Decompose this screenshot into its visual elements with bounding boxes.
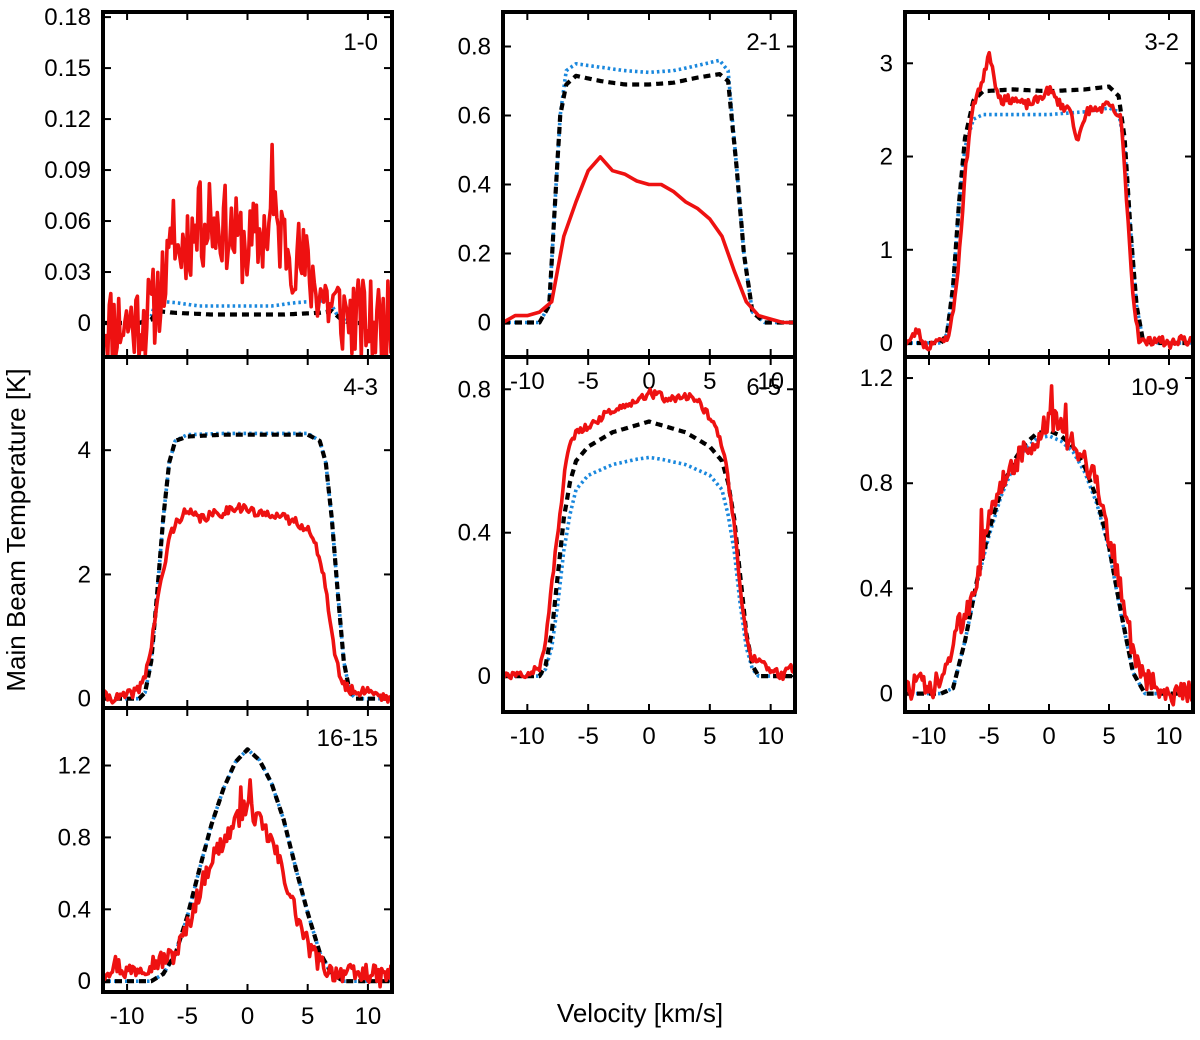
panel-4-3: 0 2 4 4-3 bbox=[78, 355, 394, 713]
y-axis-title: Main Beam Temperature [K] bbox=[1, 368, 31, 691]
x-tick-label-6-5-3: 5 bbox=[703, 723, 716, 750]
series-model-b-4-3 bbox=[103, 432, 392, 701]
x-tick-label-16-15-4: 10 bbox=[355, 1003, 382, 1030]
frame-6-5 bbox=[501, 355, 797, 714]
y-tick-label-1-0-6: 0.18 bbox=[44, 4, 91, 31]
y-tick-label-1-0-0: 0 bbox=[78, 310, 91, 337]
series-observed-16-15 bbox=[103, 778, 392, 989]
panel-label-10-9: 10-9 bbox=[1131, 374, 1179, 401]
x-tick-label-10-9-3: 5 bbox=[1102, 723, 1115, 750]
panel-10-9: 0 0.4 0.8 1.2 -10 -5 0 5 10 10-9 bbox=[860, 355, 1195, 750]
series-model-b-1-0 bbox=[103, 309, 392, 326]
y-tick-label-3-2-2: 2 bbox=[880, 144, 893, 171]
y-tick-label-6-5-0: 0 bbox=[478, 663, 491, 690]
frame-3-2 bbox=[903, 10, 1195, 359]
y-tick-label-6-5-2: 0.8 bbox=[458, 376, 491, 403]
y-tick-label-6-5-1: 0.4 bbox=[458, 520, 491, 547]
x-tick-label-6-5-2: 0 bbox=[642, 723, 655, 750]
x-axis-title: Velocity [km/s] bbox=[557, 998, 723, 1028]
series-observed-6-5 bbox=[503, 387, 795, 682]
y-tick-label-3-2-0: 0 bbox=[880, 330, 893, 357]
x-tick-label-10-9-2: 0 bbox=[1042, 723, 1055, 750]
y-tick-label-1-0-1: 0.03 bbox=[44, 259, 91, 286]
panel-label-3-2: 3-2 bbox=[1144, 29, 1179, 56]
series-observed-1-0 bbox=[103, 142, 392, 357]
y-tick-label-4-3-1: 2 bbox=[78, 561, 91, 588]
y-tick-label-10-9-1: 0.4 bbox=[860, 575, 893, 602]
panel-label-16-15: 16-15 bbox=[317, 725, 378, 752]
panel-3-2: 0 1 2 3 3-2 bbox=[880, 10, 1195, 359]
y-tick-label-2-1-4: 0.8 bbox=[458, 34, 491, 61]
series-observed-10-9 bbox=[905, 384, 1193, 707]
y-tick-label-3-2-1: 1 bbox=[880, 237, 893, 264]
x-tick-label-10-9-0: -10 bbox=[912, 723, 947, 750]
panel-label-2-1: 2-1 bbox=[746, 29, 781, 56]
x-tick-label-2-1-1: -5 bbox=[577, 368, 598, 395]
x-tick-label-6-5-0: -10 bbox=[510, 723, 545, 750]
x-tick-label-16-15-0: -10 bbox=[110, 1003, 145, 1030]
y-tick-label-1-0-3: 0.09 bbox=[44, 157, 91, 184]
series-model-b-16-15 bbox=[103, 747, 392, 984]
panel-1-0: 0 0.03 0.06 0.09 0.12 0.15 0.18 1-0 bbox=[44, 4, 394, 359]
frame-10-9 bbox=[903, 355, 1195, 714]
frame-4-3 bbox=[101, 355, 394, 710]
panel-6-5: 00.40.8-10 -5 0 5 106-5 bbox=[458, 355, 797, 750]
y-tick-label-3-2-3: 3 bbox=[880, 50, 893, 77]
series-model-a-6-5 bbox=[503, 455, 795, 678]
series-model-a-10-9 bbox=[905, 434, 1193, 696]
y-tick-label-10-9-0: 0 bbox=[880, 681, 893, 708]
y-tick-label-2-1-2: 0.4 bbox=[458, 172, 491, 199]
x-tick-label-16-15-1: -5 bbox=[177, 1003, 198, 1030]
x-tick-label-2-1-0: -10 bbox=[510, 368, 545, 395]
series-model-b-2-1 bbox=[503, 72, 795, 325]
y-tick-label-2-1-3: 0.6 bbox=[458, 103, 491, 130]
y-tick-label-1-0-2: 0.06 bbox=[44, 208, 91, 235]
x-tick-label-16-15-3: 5 bbox=[301, 1003, 314, 1030]
panel-2-1: 0 0.2 0.4 0.6 0.8 -10 -5 0 5 10 2-1 bbox=[458, 10, 797, 395]
x-tick-label-10-9-4: 10 bbox=[1156, 723, 1183, 750]
panel-label-6-5: 6-5 bbox=[746, 374, 781, 401]
series-observed-4-3 bbox=[103, 502, 392, 705]
y-tick-label-4-3-2: 4 bbox=[78, 437, 91, 464]
y-tick-label-10-9-3: 1.2 bbox=[860, 365, 893, 392]
series-model-b-3-2 bbox=[905, 84, 1193, 346]
panel-16-15: 0 0.4 0.8 1.2 -10 -5 0 5 10 16-15 bbox=[58, 706, 394, 1030]
x-tick-label-6-5-4: 10 bbox=[757, 723, 784, 750]
y-tick-label-16-15-3: 1.2 bbox=[58, 753, 91, 780]
x-tick-label-10-9-1: -5 bbox=[978, 723, 999, 750]
series-model-a-2-1 bbox=[503, 58, 795, 325]
series-observed-3-2 bbox=[905, 50, 1193, 352]
panel-label-1-0: 1-0 bbox=[343, 29, 378, 56]
x-tick-label-2-1-4: 10 bbox=[757, 368, 784, 395]
series-model-a-3-2 bbox=[905, 106, 1193, 345]
x-tick-label-2-1-2: 0 bbox=[642, 368, 655, 395]
series-model-a-4-3 bbox=[103, 431, 392, 701]
x-tick-label-16-15-2: 0 bbox=[241, 1003, 254, 1030]
y-tick-label-1-0-5: 0.15 bbox=[44, 55, 91, 82]
series-observed-2-1 bbox=[503, 155, 795, 325]
y-tick-label-2-1-1: 0.2 bbox=[458, 241, 491, 268]
x-tick-label-2-1-3: 5 bbox=[703, 368, 716, 395]
y-tick-label-16-15-2: 0.8 bbox=[58, 824, 91, 851]
y-tick-label-16-15-0: 0 bbox=[78, 968, 91, 995]
panel-label-4-3: 4-3 bbox=[343, 374, 378, 401]
y-tick-label-1-0-4: 0.12 bbox=[44, 106, 91, 133]
series-model-b-10-9 bbox=[905, 428, 1193, 696]
series-model-a-16-15 bbox=[103, 747, 392, 983]
y-tick-label-16-15-1: 0.4 bbox=[58, 896, 91, 923]
y-tick-label-10-9-2: 0.8 bbox=[860, 470, 893, 497]
x-tick-label-6-5-1: -5 bbox=[577, 723, 598, 750]
frame-16-15 bbox=[101, 706, 394, 994]
y-tick-label-4-3-0: 0 bbox=[78, 686, 91, 713]
y-tick-label-2-1-0: 0 bbox=[478, 310, 491, 337]
